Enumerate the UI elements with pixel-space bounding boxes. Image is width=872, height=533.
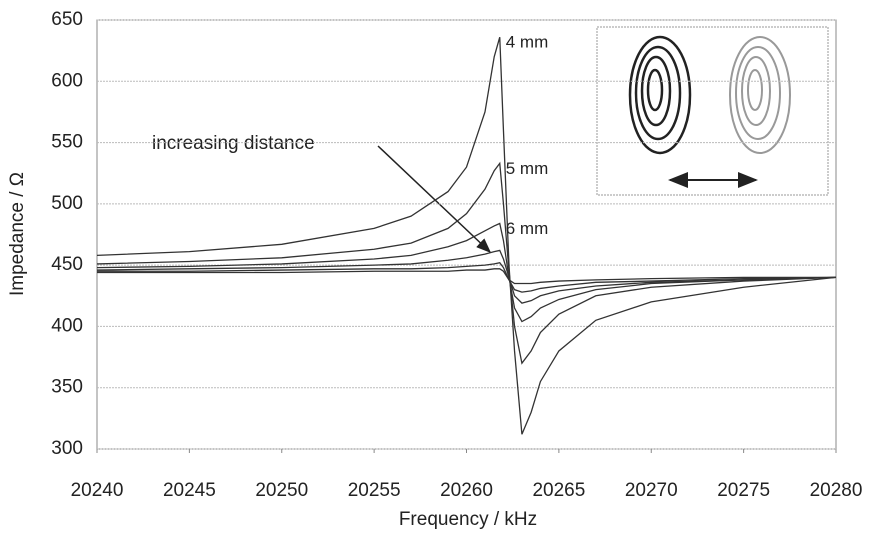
- inset: [596, 26, 829, 196]
- series-label: 4 mm: [506, 33, 549, 52]
- x-tick-label: 20240: [71, 480, 124, 501]
- y-tick-label: 350: [51, 377, 83, 398]
- x-tick-label: 20260: [440, 480, 493, 501]
- series-line: [96, 222, 837, 323]
- y-tick-label: 400: [51, 315, 83, 336]
- series-line: [97, 261, 837, 293]
- y-tick-label: 600: [51, 70, 83, 91]
- y-tick-label: 450: [51, 254, 83, 275]
- x-tick-label: 20255: [348, 480, 401, 501]
- x-tick-label: 20280: [810, 480, 863, 501]
- series-line: [96, 36, 837, 435]
- x-tick-label: 20275: [717, 480, 770, 501]
- y-axis-title: Impedance / Ω: [7, 172, 28, 296]
- x-tick-label: 20245: [163, 480, 216, 501]
- x-tick-label: 20250: [255, 480, 308, 501]
- x-axis-title: Frequency / kHz: [399, 509, 537, 530]
- y-tick-label: 550: [51, 132, 83, 153]
- annotation-arrow: [377, 145, 492, 254]
- series-line: [96, 249, 837, 304]
- y-tick-label: 300: [51, 438, 83, 459]
- series-label: 5 mm: [506, 159, 549, 178]
- y-tick-label: 650: [51, 9, 83, 30]
- x-tick-label: 20265: [532, 480, 585, 501]
- x-tick-label: 20270: [625, 480, 678, 501]
- series-label: 6 mm: [506, 219, 549, 238]
- y-tick-label: 500: [51, 193, 83, 214]
- series-line: [96, 161, 837, 365]
- annotation: increasing distance: [152, 133, 315, 154]
- series-line: [97, 268, 836, 285]
